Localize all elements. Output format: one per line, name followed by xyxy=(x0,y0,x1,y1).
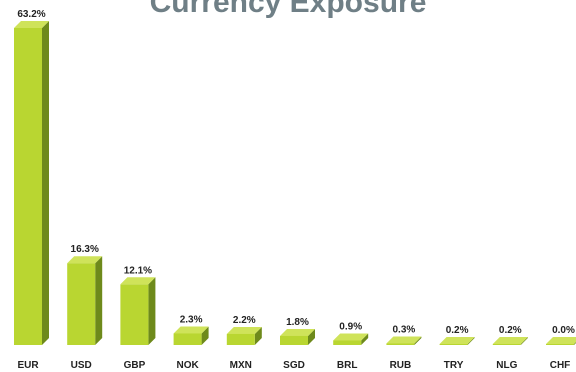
x-tick-nok: NOK xyxy=(176,360,199,371)
bar-side-nlg xyxy=(520,336,528,345)
bar-try xyxy=(439,336,475,345)
bar-side-mxn xyxy=(254,326,262,345)
chart-title: Currency Exposure xyxy=(149,0,427,19)
bar-sgd xyxy=(280,328,315,345)
bar-side-brl xyxy=(361,333,369,345)
bar-front-try xyxy=(439,343,468,345)
bar-top-eur xyxy=(14,21,49,28)
bar-top-gbp xyxy=(120,277,156,285)
data-label-nlg: 0.2% xyxy=(499,325,522,336)
x-tick-usd: USD xyxy=(71,360,92,371)
data-label-eur: 63.2% xyxy=(17,9,45,20)
bar-front-gbp xyxy=(120,284,149,345)
bar-top-nok xyxy=(173,326,209,334)
bar-side-eur xyxy=(42,21,49,345)
x-tick-try: TRY xyxy=(444,360,464,371)
bar-side-nok xyxy=(201,326,209,345)
data-label-mxn: 2.2% xyxy=(233,315,256,326)
bar-top-nlg xyxy=(492,336,528,344)
bar-usd xyxy=(67,256,103,345)
bar-brl xyxy=(333,333,369,345)
x-tick-eur: EUR xyxy=(17,360,39,371)
x-tick-chf: CHF xyxy=(550,360,571,371)
bar-gbp xyxy=(120,277,156,345)
data-label-nok: 2.3% xyxy=(180,314,203,325)
bar-eur xyxy=(14,21,49,345)
bar-front-rub xyxy=(386,343,415,345)
data-label-brl: 0.9% xyxy=(339,321,362,332)
bar-side-rub xyxy=(414,336,422,345)
bar-top-mxn xyxy=(226,326,262,334)
bar-chf xyxy=(546,337,576,345)
bar-top-rub xyxy=(386,336,422,344)
bar-mxn xyxy=(226,326,262,345)
x-tick-mxn: MXN xyxy=(230,360,252,371)
data-label-chf: 0.0% xyxy=(552,325,575,336)
bar-front-mxn xyxy=(226,333,255,345)
bar-top-sgd xyxy=(280,328,315,336)
bar-front-nlg xyxy=(492,343,521,345)
x-tick-sgd: SGD xyxy=(283,360,305,371)
x-tick-gbp: GBP xyxy=(124,360,146,371)
bar-side-sgd xyxy=(308,328,315,345)
bar-top-chf xyxy=(546,337,576,344)
bar-side-usd xyxy=(95,256,103,345)
bar-front-usd xyxy=(67,263,96,345)
data-label-rub: 0.3% xyxy=(393,324,416,335)
bar-front-brl xyxy=(333,340,362,345)
bar-top-brl xyxy=(333,333,369,341)
data-label-usd: 16.3% xyxy=(71,244,99,255)
bar-top-usd xyxy=(67,256,103,264)
bar-nlg xyxy=(492,336,528,345)
bar-front-nok xyxy=(173,333,202,345)
x-tick-rub: RUB xyxy=(390,360,412,371)
bar-front-eur xyxy=(14,28,42,345)
data-label-sgd: 1.8% xyxy=(286,317,309,328)
data-label-gbp: 12.1% xyxy=(124,265,152,276)
data-label-try: 0.2% xyxy=(446,325,469,336)
x-tick-brl: BRL xyxy=(337,360,358,371)
bar-nok xyxy=(173,326,209,345)
bar-side-try xyxy=(467,336,475,345)
x-tick-nlg: NLG xyxy=(496,360,517,371)
bar-front-sgd xyxy=(280,335,308,345)
bar-side-gbp xyxy=(148,277,156,345)
bar-top-try xyxy=(439,336,475,344)
bar-rub xyxy=(386,336,422,345)
bar-front-chf xyxy=(546,344,574,345)
